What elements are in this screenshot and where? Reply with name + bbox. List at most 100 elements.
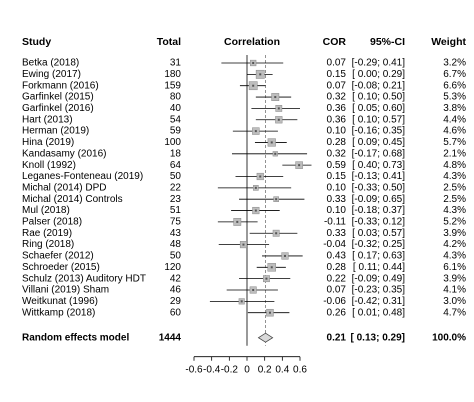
cor-label: -0.11: [324, 217, 346, 228]
cor-label: 0.10: [327, 182, 347, 193]
cor-label: 0.07: [327, 285, 347, 296]
ci-label: [-0.18; 0.37]: [352, 205, 406, 216]
ci-label: [ 0.09; 0.45]: [352, 137, 405, 148]
total-label: 46: [170, 285, 182, 296]
point-estimate: [259, 175, 262, 178]
study-label: Michal (2014) DPD: [22, 182, 106, 193]
point-estimate: [277, 107, 280, 110]
summary-weight: 100.0%: [432, 332, 466, 343]
study-label: Betka (2018): [22, 58, 79, 69]
total-label: 23: [170, 194, 182, 205]
weight-label: 3.8%: [443, 103, 466, 114]
ci-label: [-0.13; 0.41]: [352, 171, 406, 182]
point-estimate: [298, 164, 301, 167]
cor-label: 0.10: [327, 205, 347, 216]
ci-label: [-0.29; 0.41]: [352, 58, 406, 69]
point-estimate: [265, 277, 268, 280]
study-label: Wittkamp (2018): [22, 307, 95, 318]
cor-label: 0.33: [327, 194, 347, 205]
point-estimate: [270, 141, 273, 144]
ci-label: [ 0.10; 0.50]: [352, 92, 405, 103]
study-label: Garfinkel (2015): [22, 92, 94, 103]
point-estimate: [236, 220, 239, 223]
study-label: Schroeder (2015): [22, 262, 100, 273]
header-cor: COR: [323, 36, 347, 48]
total-label: 159: [164, 80, 181, 91]
point-estimate: [275, 232, 278, 235]
ci-label: [ 0.03; 0.57]: [352, 228, 405, 239]
cor-label: 0.36: [327, 103, 347, 114]
weight-label: 2.1%: [443, 148, 466, 159]
total-label: 42: [170, 273, 182, 284]
cor-label: 0.36: [327, 114, 347, 125]
study-label: Michal (2014) Controls: [22, 194, 123, 205]
ci-label: [ 0.17; 0.63]: [352, 251, 405, 262]
weight-label: 6.7%: [443, 69, 466, 80]
ci-label: [ 0.10; 0.57]: [352, 114, 405, 125]
header-total: Total: [157, 36, 181, 48]
ci-label: [ 0.05; 0.60]: [352, 103, 405, 114]
point-estimate: [254, 186, 257, 189]
study-label: Forkmann (2016): [22, 80, 99, 91]
total-label: 31: [170, 58, 182, 69]
ci-label: [-0.08; 0.21]: [352, 80, 406, 91]
ci-label: [-0.33; 0.50]: [352, 182, 406, 193]
total-label: 18: [170, 148, 182, 159]
weight-label: 3.9%: [443, 273, 466, 284]
study-label: Herman (2019): [22, 126, 89, 137]
weight-label: 4.2%: [443, 239, 466, 250]
total-label: 22: [170, 182, 182, 193]
header-weight: Weight: [431, 36, 466, 48]
study-label: Mul (2018): [22, 205, 70, 216]
total-label: 50: [170, 171, 182, 182]
study-label: Schaefer (2012): [22, 251, 94, 262]
weight-label: 6.6%: [443, 80, 466, 91]
study-label: Ring (2018): [22, 239, 74, 250]
point-estimate: [252, 84, 255, 87]
summary-diamond: [257, 332, 274, 343]
study-label: Leganes-Fonteneau (2019): [22, 171, 143, 182]
total-label: 50: [170, 251, 182, 262]
ci-label: [-0.32; 0.25]: [352, 239, 406, 250]
weight-label: 4.8%: [443, 160, 466, 171]
summary-ci: [ 0.13; 0.29]: [351, 332, 405, 343]
ci-label: [-0.23; 0.35]: [352, 285, 406, 296]
point-estimate: [259, 73, 262, 76]
weight-label: 4.7%: [443, 307, 466, 318]
weight-label: 4.3%: [443, 171, 466, 182]
total-label: 100: [164, 137, 181, 148]
point-estimate: [252, 62, 255, 64]
total-label: 59: [170, 126, 182, 137]
point-estimate: [274, 96, 277, 99]
ci-label: [-0.33; 0.12]: [352, 217, 406, 228]
weight-label: 4.3%: [443, 251, 466, 262]
total-label: 64: [170, 160, 182, 171]
cor-label: 0.43: [327, 251, 347, 262]
x-tick-label: 0: [244, 364, 250, 375]
study-label: Ewing (2017): [22, 69, 81, 80]
study-label: Schulz (2013) Auditory HDT: [22, 273, 146, 284]
study-label: Hina (2019): [22, 137, 74, 148]
study-label: Rae (2019): [22, 228, 72, 239]
cor-label: 0.33: [327, 228, 347, 239]
weight-label: 4.6%: [443, 126, 466, 137]
weight-label: 2.5%: [443, 182, 466, 193]
total-label: 40: [170, 103, 182, 114]
x-tick-label: 0.6: [293, 364, 307, 375]
weight-label: 4.4%: [443, 114, 466, 125]
total-label: 120: [164, 262, 181, 273]
weight-label: 3.2%: [443, 58, 466, 69]
study-label: Palser (2018): [22, 217, 82, 228]
x-tick-label: -0.2: [221, 364, 239, 375]
x-tick-label: -0.6: [185, 364, 203, 375]
point-estimate: [274, 152, 277, 155]
ci-label: [ 0.00; 0.29]: [352, 69, 405, 80]
point-estimate: [242, 243, 245, 246]
study-label: Kandasamy (2016): [22, 148, 107, 159]
total-label: 80: [170, 92, 182, 103]
total-label: 43: [170, 228, 182, 239]
ci-label: [-0.16; 0.35]: [352, 126, 406, 137]
total-label: 51: [170, 205, 182, 216]
